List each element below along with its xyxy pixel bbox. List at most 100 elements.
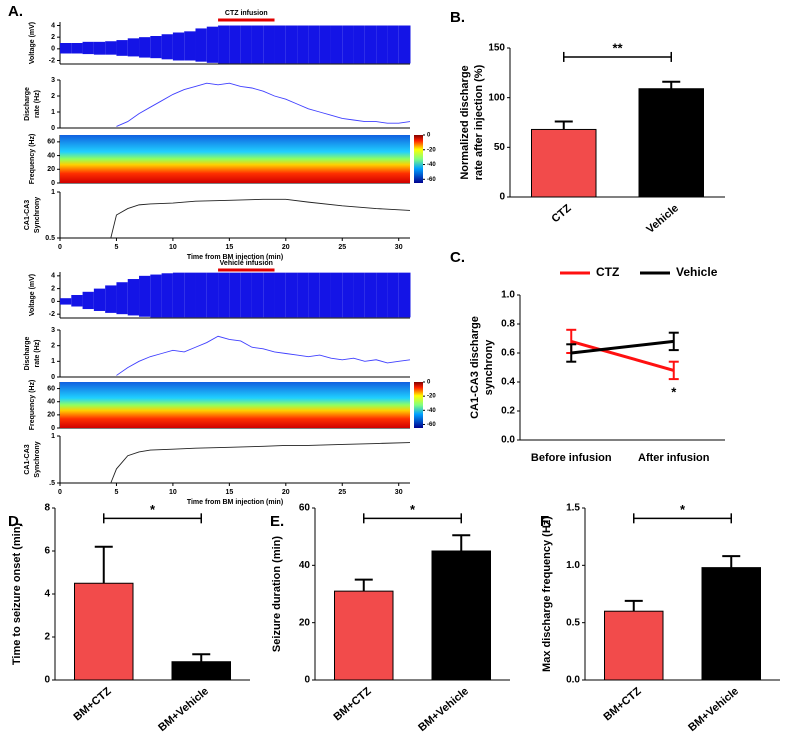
infusion-label: CTZ infusion [225,10,268,17]
y-axis-label: Synchrony [34,441,41,477]
voltage-envelope [116,40,128,56]
voltage-envelope [71,295,83,307]
spectrogram [60,135,410,183]
voltage-envelope [376,25,388,64]
legend-label: Vehicle [676,265,718,279]
y-tick-label: 0 [51,180,55,187]
y-tick-label: 60 [47,385,55,392]
y-tick-label: 4 [51,22,55,29]
voltage-envelope [387,25,399,64]
x-tick-label: 20 [282,489,290,496]
y-tick-label: 0 [51,374,55,381]
y-tick-label: 0 [51,125,55,132]
y-tick-label: 1 [51,189,55,196]
x-tick-label: 10 [169,489,177,496]
voltage-envelope [93,288,106,311]
colorbar-tick-label: -60 [427,177,436,183]
y-tick-label: 3 [51,327,55,334]
y-tick-label: 1.5 [566,503,580,514]
y-tick-label: 1.0 [566,560,580,571]
voltage-envelope [218,25,230,64]
x-tick-label: 0 [58,489,62,496]
y-tick-label: 0.8 [501,319,515,330]
y-tick-label: 0.0 [566,675,580,686]
voltage-envelope [353,272,365,318]
voltage-envelope [297,25,309,64]
voltage-envelope [319,25,331,64]
bar [431,550,491,681]
y-tick-label: 40 [299,560,311,571]
y-tick-label: 1.0 [501,290,515,301]
y-tick-label: 0 [499,192,505,203]
voltage-envelope [274,25,286,64]
infusion-label: Vehicle infusion [220,260,273,267]
voltage-envelope [251,25,264,64]
voltage-envelope [319,272,331,318]
y-tick-label: 2 [51,343,55,350]
voltage-envelope [116,282,128,315]
voltage-envelope [285,272,298,318]
x-tick-label: Vehicle [644,202,681,236]
voltage-envelope [206,272,219,318]
y-tick-label: -2 [49,311,55,318]
x-tick-label: After infusion [638,452,710,464]
colorbar-tick-label: 0 [427,133,431,139]
voltage-envelope [376,272,388,318]
x-axis-label: Time from BM injection (min) [187,499,283,506]
voltage-envelope [60,43,72,54]
voltage-envelope [105,285,117,313]
voltage-envelope [240,272,252,318]
significance-label: * [150,502,156,517]
y-tick-label: 0 [51,298,55,305]
spectrogram [60,382,410,428]
y-axis-label: Discharge [24,87,31,121]
y-tick-label: 0 [44,675,50,686]
y-tick-label: 4 [44,589,50,600]
panel-letter: A. [8,3,23,20]
y-tick-label: 3 [51,77,55,84]
y-tick-label: 0.2 [501,406,515,417]
colorbar [414,135,423,183]
x-tick-label: BM+Vehicle [156,685,211,734]
voltage-envelope [330,272,343,318]
x-tick-label: BM+Vehicle [686,685,741,734]
bar [171,661,231,681]
y-tick-label: 0 [51,425,55,432]
voltage-envelope [184,31,196,61]
voltage-envelope [82,291,94,310]
colorbar-tick-label: -20 [427,147,436,153]
voltage-envelope [364,25,377,64]
voltage-envelope [150,36,162,59]
x-tick-label: 25 [338,244,346,251]
y-tick-label: 150 [488,43,505,54]
trace-line [110,442,411,484]
y-axis-label: Discharge [24,336,31,370]
y-axis-label: Normalized discharge [459,65,471,179]
y-axis-label: Frequency (Hz) [29,380,36,431]
voltage-envelope [82,41,94,55]
x-tick-label: 20 [282,244,290,251]
trace-line [116,82,411,127]
y-axis-label: Frequency (Hz) [29,134,36,185]
x-tick-label: 30 [395,244,403,251]
voltage-envelope [410,272,411,318]
x-tick-label: 5 [114,244,118,251]
x-tick-label: Before infusion [531,452,612,464]
significance-label: * [671,385,677,400]
y-tick-label: 2 [51,34,55,41]
voltage-envelope [251,272,264,318]
voltage-envelope [127,38,140,57]
y-tick-label: 100 [488,92,505,103]
voltage-envelope [308,25,320,64]
voltage-envelope [274,272,286,318]
panel-letter: C. [450,249,465,266]
panel-letter: E. [270,513,284,530]
significance-label: * [410,502,416,517]
voltage-envelope [139,275,151,317]
y-tick-label: 50 [494,142,506,153]
y-tick-label: 0 [304,675,310,686]
bar [334,590,394,681]
y-tick-label: 0.5 [566,617,580,628]
colorbar-tick-label: -60 [427,422,436,428]
y-tick-label: 4 [51,273,55,280]
